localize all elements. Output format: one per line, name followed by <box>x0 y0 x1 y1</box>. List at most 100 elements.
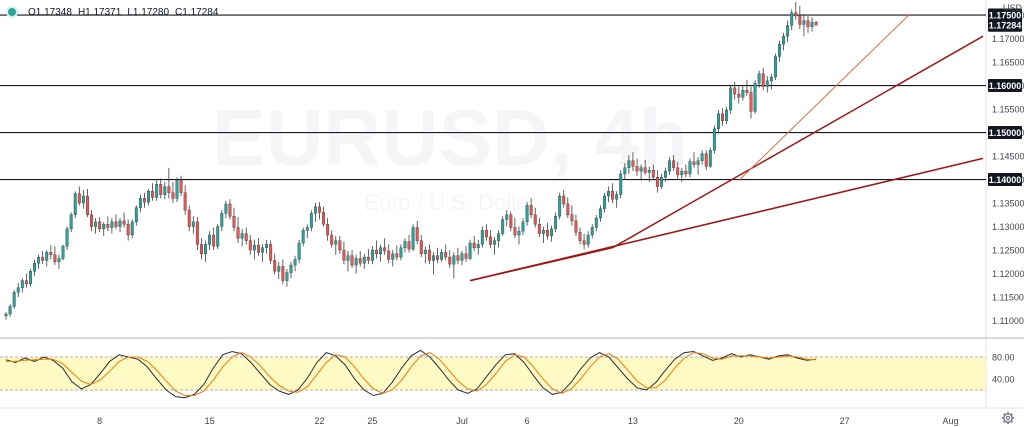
candle-body <box>379 247 383 255</box>
candle-body <box>350 255 354 266</box>
candle-body <box>45 252 49 261</box>
candle-body <box>586 234 590 245</box>
candle-body <box>265 244 269 248</box>
candle-body <box>505 214 509 220</box>
candle-body <box>537 223 541 234</box>
candle-body <box>346 255 350 261</box>
candle-body <box>541 230 545 234</box>
candle-body <box>456 255 460 261</box>
time-tick-label: Jul <box>456 416 468 426</box>
candle-body <box>395 253 399 258</box>
candle-body <box>712 128 716 151</box>
candle-body <box>464 253 468 259</box>
candle-body <box>550 228 553 237</box>
candle-body <box>110 221 114 228</box>
candle-body <box>468 242 472 259</box>
time-tick-label: 25 <box>367 416 377 426</box>
candle-body <box>566 203 570 215</box>
candle-body <box>765 80 769 87</box>
ohlc-high: H1.17371 <box>77 6 122 18</box>
candle-body <box>729 87 733 111</box>
candle-body <box>94 221 98 227</box>
candle-body <box>676 167 680 176</box>
candle-body <box>106 223 110 228</box>
level-price-label-box <box>988 173 1022 187</box>
candle-body <box>212 234 216 247</box>
candle-body <box>387 250 391 260</box>
candle-body <box>199 244 203 255</box>
candle-body <box>521 221 525 232</box>
candle-body <box>582 240 586 245</box>
candle-body <box>533 214 537 225</box>
candle-body <box>391 253 395 260</box>
candle-body <box>643 167 647 173</box>
candle-body <box>252 245 256 251</box>
candle-body <box>786 25 790 37</box>
candle-body <box>757 73 761 84</box>
candle-body <box>354 258 358 266</box>
candle-body <box>126 223 130 236</box>
candle-body <box>309 213 313 228</box>
ohlc-low: L1.17280 <box>127 6 170 18</box>
candle-body <box>602 195 606 209</box>
candle-body <box>562 195 566 205</box>
candle-body <box>216 226 220 247</box>
stoch-d-line <box>6 352 817 396</box>
candle-body <box>407 241 411 250</box>
candle-body <box>342 249 346 261</box>
price-tick-label: 1.14500 <box>992 152 1024 162</box>
candle-body <box>558 195 562 217</box>
time-tick-label: 8 <box>97 416 102 426</box>
candle-body <box>489 236 492 245</box>
candle-body <box>753 82 757 112</box>
candle-body <box>647 169 651 173</box>
candle-body <box>61 246 65 259</box>
candle-body <box>151 191 155 198</box>
candle-body <box>330 234 334 245</box>
candle-body <box>326 223 330 236</box>
candle-body <box>554 216 558 230</box>
stoch-k-line <box>5 349 817 399</box>
last-price-label-box <box>988 18 1022 32</box>
candle-body <box>440 252 444 260</box>
candle-body <box>322 212 326 225</box>
candle-body <box>375 249 378 255</box>
candle-body <box>73 193 77 215</box>
gear-icon[interactable] <box>1001 411 1015 425</box>
candle-body <box>77 193 81 204</box>
time-tick-label: Aug <box>942 416 958 426</box>
ohlc-legend: O1.17348 H1.17371 L1.17280 C1.17284 <box>4 5 218 19</box>
candle-body <box>293 259 297 266</box>
candle-body <box>20 280 24 288</box>
candle-body <box>794 12 798 17</box>
candle-body <box>493 240 496 245</box>
ohlc-open: O1.17348 <box>28 6 72 18</box>
candle-body <box>261 247 264 253</box>
candle-body <box>651 169 655 178</box>
candle-body <box>90 214 93 227</box>
candle-body <box>721 113 724 121</box>
candle-body <box>790 12 794 26</box>
candle-body <box>749 92 753 112</box>
candle-body <box>228 203 232 217</box>
candle-body <box>53 254 57 262</box>
candle-body <box>411 227 415 250</box>
candle-body <box>419 240 423 255</box>
candle-body <box>415 227 419 241</box>
currency-label[interactable]: USD <box>1003 3 1023 13</box>
candle-body <box>696 160 700 165</box>
candle-body <box>163 186 167 195</box>
candle-body <box>423 249 427 255</box>
candle-body <box>472 242 476 248</box>
time-tick-label: 15 <box>205 416 215 426</box>
candle-body <box>782 35 786 45</box>
candle-body <box>432 255 435 261</box>
candle-body <box>313 206 317 214</box>
market-status-icon <box>8 8 16 16</box>
candle-body <box>4 313 8 317</box>
candle-body <box>334 240 338 245</box>
candle-body <box>134 207 138 223</box>
time-tick-label: 6 <box>525 416 530 426</box>
candle-body <box>590 227 594 236</box>
